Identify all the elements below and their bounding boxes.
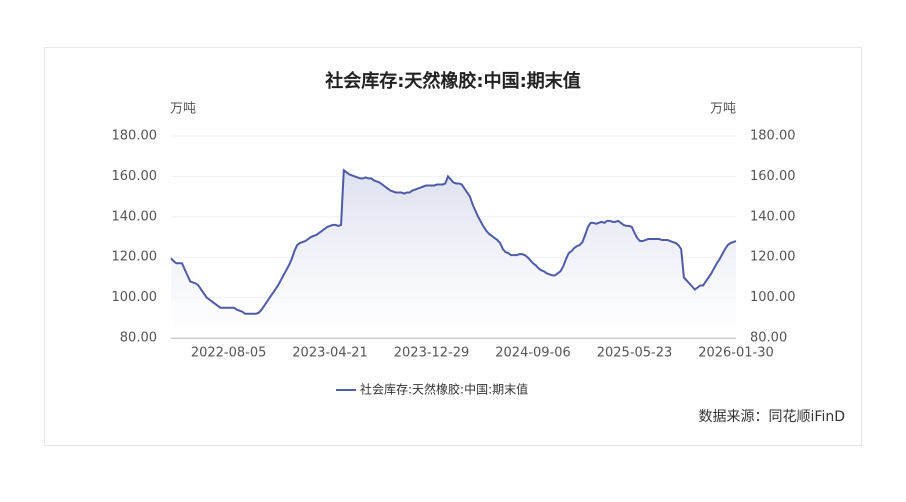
y-axis-label: 万吨 xyxy=(170,102,196,117)
y2-tick-label: 140.00 xyxy=(750,209,796,224)
line xyxy=(170,168,737,315)
x-tick-label: 2023-04-21 xyxy=(292,346,368,361)
y-tick-label: 180.00 xyxy=(112,129,158,144)
chart-title: 社会库存:天然橡胶:中国:期末值 xyxy=(325,70,581,92)
x-tick-label: 2023-12-29 xyxy=(394,346,470,361)
source-note: 数据来源：同花顺iFinD xyxy=(699,409,845,425)
y-tick-label: 120.00 xyxy=(112,250,158,265)
y-tick-label: 140.00 xyxy=(112,209,158,224)
y2-tick-label: 120.00 xyxy=(750,250,796,265)
legend-label: 社会库存:天然橡胶:中国:期末值 xyxy=(360,382,528,397)
y-tick-label: 160.00 xyxy=(112,169,158,184)
x-tick-label: 2024-09-06 xyxy=(495,346,571,361)
y-tick-label: 80.00 xyxy=(120,331,157,346)
y2-axis-label: 万吨 xyxy=(710,102,736,117)
x-tick-label: 2022-08-05 xyxy=(191,346,267,361)
x-tick-label: 2026-01-30 xyxy=(698,346,774,361)
x-tick-label: 2025-05-23 xyxy=(597,346,673,361)
y-tick-label: 100.00 xyxy=(112,290,158,305)
y2-tick-label: 80.00 xyxy=(750,331,787,346)
y2-tick-label: 160.00 xyxy=(750,169,796,184)
y2-tick-label: 100.00 xyxy=(750,290,796,305)
area xyxy=(171,170,736,338)
y2-tick-label: 180.00 xyxy=(750,129,796,144)
